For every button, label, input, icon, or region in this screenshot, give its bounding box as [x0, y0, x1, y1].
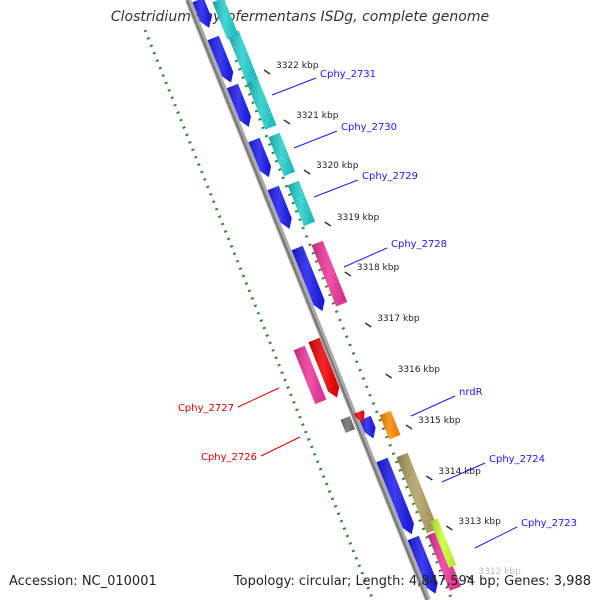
gene-leader-line	[410, 395, 456, 417]
tick-label: 3315 kbp	[418, 416, 461, 426]
cphy-2727-cds-arrow-shade	[308, 337, 340, 398]
cphy-2731-cog-bar-shade	[227, 30, 259, 84]
cphy-2730-cog-bar-shade	[246, 78, 277, 130]
gene-leader-line	[313, 179, 359, 198]
tick-mark	[263, 69, 271, 75]
cphy-2729-cds-arrow-shade	[248, 137, 272, 178]
nrdr-cog-bar-shade	[379, 410, 401, 440]
cphy-2728-cog-bar-shade	[311, 240, 348, 307]
tick-mark	[344, 271, 352, 277]
tick-label: 3321 kbp	[296, 111, 339, 121]
top-cds-arrow-shade	[192, 0, 212, 28]
cphy-2723-cog-bar-shade	[427, 530, 462, 591]
tick-label: 3319 kbp	[337, 213, 380, 223]
gc-content-line	[143, 29, 375, 600]
gene-leader-line	[260, 436, 301, 457]
tick-label: 3312 kbp	[478, 567, 521, 577]
gene-leader-line	[474, 526, 518, 549]
gene-leader-line	[237, 387, 280, 408]
tick-mark	[465, 575, 473, 581]
tick-mark	[385, 373, 393, 379]
cphy-2727-cog-bar-shade	[293, 345, 327, 405]
cphy-2729-cog-bar-shade	[268, 132, 296, 177]
tick-mark	[303, 169, 311, 175]
tick-mark	[324, 221, 332, 227]
tick-mark	[445, 525, 453, 531]
tick-label: 3322 kbp	[276, 61, 319, 71]
cphy-2726-cds-arrow-shade	[354, 410, 365, 424]
tick-label: 3317 kbp	[377, 314, 420, 324]
nrdr-cds-arrow-shade	[359, 415, 376, 439]
tick-label: 3313 kbp	[458, 517, 501, 527]
outer-dotted-line	[234, 59, 454, 600]
gene-label: Cphy_2723	[521, 518, 577, 529]
gene-leader-line	[293, 130, 338, 149]
cphy-2730-cds-arrow-shade	[226, 83, 251, 127]
gene-label: nrdR	[459, 387, 483, 398]
cphy-2726-cog-bar-shade	[340, 416, 356, 433]
cphy-2724-cog-bar-shade	[396, 452, 439, 534]
top-cog-bar-shade	[212, 0, 239, 40]
gene-label: Cphy_2724	[489, 454, 545, 465]
accession-text: Accession: NC_010001	[9, 574, 157, 589]
gene-label: Cphy_2729	[362, 171, 418, 182]
tick-mark	[283, 119, 291, 125]
tick-label: 3320 kbp	[316, 161, 359, 171]
cphy-2729b-cog-bar-shade	[287, 180, 316, 227]
cphy-2731-cds-arrow-shade	[207, 35, 234, 83]
gene-leader-line	[441, 462, 486, 483]
gene-label: Cphy_2726	[201, 452, 257, 463]
tick-label: 3318 kbp	[357, 263, 400, 273]
tick-mark	[425, 475, 433, 481]
cphy-2724-cds-arrow-shade	[376, 457, 414, 535]
tick-mark	[364, 322, 372, 328]
cphy-2723-cds-arrow-shade	[407, 535, 438, 594]
cphy-2729b-cds-arrow-shade	[267, 185, 292, 229]
gene-label: Cphy_2728	[391, 239, 447, 250]
tick-label: 3314 kbp	[438, 467, 481, 477]
gene-leader-line	[271, 77, 317, 96]
tick-label: 3316 kbp	[398, 365, 441, 375]
cphy-2723-extra-bar-shade	[430, 518, 457, 568]
gene-leader-line	[343, 247, 388, 268]
gene-label: Cphy_2727	[178, 403, 234, 414]
summary-text: Topology: circular; Length: 4,847,594 bp…	[233, 574, 591, 589]
tick-mark	[405, 424, 413, 430]
gene-label: Cphy_2731	[320, 69, 376, 80]
gene-label: Cphy_2730	[341, 122, 397, 133]
cphy-2728-cds-arrow-shade	[291, 245, 325, 312]
backbone-line	[186, 0, 428, 600]
